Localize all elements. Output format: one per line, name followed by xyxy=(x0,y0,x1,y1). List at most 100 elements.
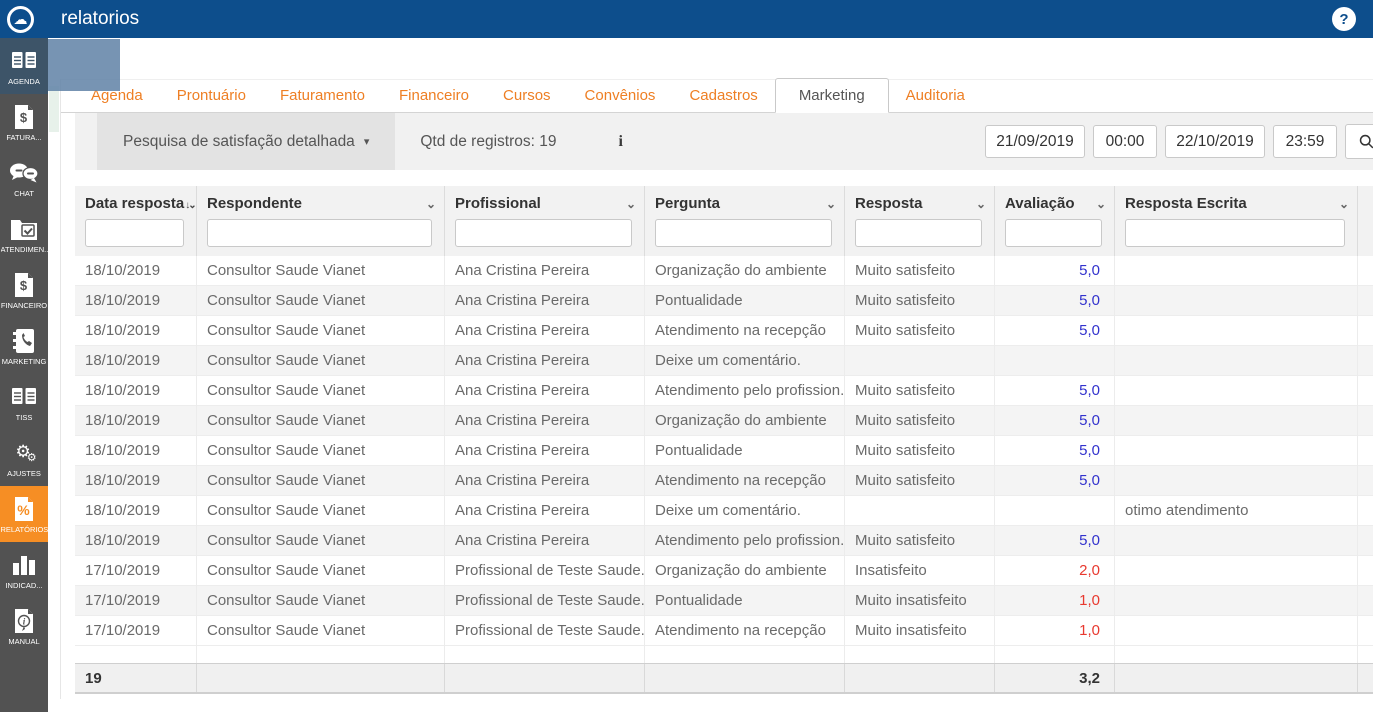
table-row[interactable]: 18/10/2019 Consultor Saude Vianet Ana Cris… xyxy=(75,376,1373,406)
cell-respondente: Consultor Saude Vianet xyxy=(197,466,445,496)
date-from-input[interactable] xyxy=(985,125,1085,158)
tab-cursos[interactable]: Cursos xyxy=(503,86,551,104)
cell-resposta-escrita xyxy=(1115,346,1358,376)
column-header-pergunta[interactable]: Pergunta ⌄ xyxy=(645,186,845,215)
sort-descending-icon[interactable]: ↓⌄ xyxy=(185,200,196,211)
cell-respondente: Consultor Saude Vianet xyxy=(197,556,445,586)
cell-avaliacao: 5,0 xyxy=(995,286,1115,316)
table-row[interactable]: 18/10/2019 Consultor Saude Vianet Ana Cris… xyxy=(75,526,1373,556)
tab-cadastros[interactable]: Cadastros xyxy=(689,86,758,104)
sidebar-item-label: ATENDIMEN... xyxy=(0,244,48,254)
sidebar-item-financeiro[interactable]: $ FINANCEIRO xyxy=(0,262,48,318)
table-row[interactable]: 17/10/2019 Consultor Saude Vianet Profissi… xyxy=(75,586,1373,616)
cell-resposta: Muito satisfeito xyxy=(845,436,995,466)
tiss-pages-icon xyxy=(11,383,37,411)
column-menu-chevron-icon[interactable]: ⌄ xyxy=(1095,196,1106,211)
sidebar-item-label: AGENDA xyxy=(8,76,40,86)
time-from-input[interactable] xyxy=(1093,125,1157,158)
sidebar-item-agenda[interactable]: AGENDA xyxy=(0,38,48,94)
filter-input-resposta[interactable] xyxy=(855,219,982,247)
cell-avaliacao: 1,0 xyxy=(995,616,1115,646)
cell-profissional: Ana Cristina Pereira xyxy=(445,466,645,496)
report-selector-dropdown[interactable]: Pesquisa de satisfação detalhada ▾ xyxy=(97,113,396,170)
tab-faturamento[interactable]: Faturamento xyxy=(279,86,365,104)
table-empty-row xyxy=(75,646,1373,663)
sidebar-item-relat-rios[interactable]: % RELATÓRIOS xyxy=(0,486,48,542)
info-icon[interactable]: i xyxy=(618,132,623,150)
search-button[interactable] xyxy=(1345,124,1373,159)
folder-check-icon xyxy=(10,215,38,243)
cell-data-resposta: 17/10/2019 xyxy=(75,556,197,586)
cell-avaliacao xyxy=(995,496,1115,526)
filter-input-avalia-o[interactable] xyxy=(1005,219,1102,247)
help-icon[interactable]: ? xyxy=(1332,7,1356,31)
sidebar-item-tiss[interactable]: TISS xyxy=(0,374,48,430)
sidebar-item-label: AJUSTES xyxy=(7,468,41,478)
table-row[interactable]: 18/10/2019 Consultor Saude Vianet Ana Cris… xyxy=(75,316,1373,346)
cell-respondente: Consultor Saude Vianet xyxy=(197,406,445,436)
cell-data-resposta: 18/10/2019 xyxy=(75,256,197,286)
sidebar-item-atendimen[interactable]: ATENDIMEN... xyxy=(0,206,48,262)
cell-profissional: Ana Cristina Pereira xyxy=(445,286,645,316)
date-filters xyxy=(985,124,1373,159)
cell-pergunta: Atendimento pelo profission... xyxy=(645,376,845,406)
filter-input-profissional[interactable] xyxy=(455,219,632,247)
content-top-border xyxy=(60,79,1373,80)
cell-data-resposta: 18/10/2019 xyxy=(75,466,197,496)
sidebar-item-indicad[interactable]: INDICAD... xyxy=(0,542,48,598)
tab-auditoria[interactable]: Auditoria xyxy=(905,86,965,104)
cell-respondente: Consultor Saude Vianet xyxy=(197,346,445,376)
sidebar-item-manual[interactable]: i MANUAL xyxy=(0,598,48,654)
cell-profissional: Ana Cristina Pereira xyxy=(445,346,645,376)
cell-pergunta: Atendimento na recepção xyxy=(645,466,845,496)
sidebar-item-label: RELATÓRIOS xyxy=(0,524,48,534)
tab-prontu-rio[interactable]: Prontuário xyxy=(176,86,246,104)
column-header-profissional[interactable]: Profissional ⌄ xyxy=(445,186,645,215)
report-percent-icon: % xyxy=(13,495,35,523)
column-header-data-resposta[interactable]: Data resposta↓⌄ xyxy=(75,186,197,215)
top-bar: ☁ relatorios ? xyxy=(0,0,1373,38)
table-row[interactable]: 18/10/2019 Consultor Saude Vianet Ana Cris… xyxy=(75,436,1373,466)
cell-respondente: Consultor Saude Vianet xyxy=(197,256,445,286)
date-to-input[interactable] xyxy=(1165,125,1265,158)
sidebar-item-chat[interactable]: CHAT xyxy=(0,150,48,206)
column-header-avalia-o[interactable]: Avaliação ⌄ xyxy=(995,186,1115,215)
cell-resposta xyxy=(845,496,995,526)
svg-text:$: $ xyxy=(20,110,28,125)
column-header-respondente[interactable]: Respondente ⌄ xyxy=(197,186,445,215)
table-row[interactable]: 18/10/2019 Consultor Saude Vianet Ana Cris… xyxy=(75,466,1373,496)
table-row[interactable]: 18/10/2019 Consultor Saude Vianet Ana Cris… xyxy=(75,496,1373,526)
tab-financeiro[interactable]: Financeiro xyxy=(398,86,470,104)
time-to-input[interactable] xyxy=(1273,125,1337,158)
table-row[interactable]: 17/10/2019 Consultor Saude Vianet Profissi… xyxy=(75,616,1373,646)
cell-profissional: Ana Cristina Pereira xyxy=(445,256,645,286)
table-row[interactable]: 18/10/2019 Consultor Saude Vianet Ana Cris… xyxy=(75,406,1373,436)
tab-conv-nios[interactable]: Convênios xyxy=(584,86,656,104)
filter-input-respondente[interactable] xyxy=(207,219,432,247)
column-header-resposta[interactable]: Resposta ⌄ xyxy=(845,186,995,215)
table-row[interactable]: 18/10/2019 Consultor Saude Vianet Ana Cris… xyxy=(75,256,1373,286)
cell-resposta-escrita xyxy=(1115,526,1358,556)
filter-input-pergunta[interactable] xyxy=(655,219,832,247)
sidebar-item-fatura[interactable]: $ FATURA... xyxy=(0,94,48,150)
column-menu-chevron-icon[interactable]: ⌄ xyxy=(975,196,986,211)
svg-text:$: $ xyxy=(20,278,28,293)
table-row[interactable]: 18/10/2019 Consultor Saude Vianet Ana Cris… xyxy=(75,286,1373,316)
tab-marketing[interactable]: Marketing xyxy=(774,78,889,113)
cell-data-resposta: 18/10/2019 xyxy=(75,496,197,526)
sidebar-item-marketing[interactable]: MARKETING xyxy=(0,318,48,374)
column-menu-chevron-icon[interactable]: ⌄ xyxy=(1338,196,1349,211)
table-filter-row xyxy=(75,215,1373,256)
cell-pergunta: Atendimento na recepção xyxy=(645,616,845,646)
filter-input-data-resposta[interactable] xyxy=(85,219,184,247)
column-menu-chevron-icon[interactable]: ⌄ xyxy=(825,196,836,211)
column-header-resposta-escrita[interactable]: Resposta Escrita ⌄ xyxy=(1115,186,1358,215)
filter-input-resposta-escrita[interactable] xyxy=(1125,219,1345,247)
column-menu-chevron-icon[interactable]: ⌄ xyxy=(425,196,436,211)
table-row[interactable]: 18/10/2019 Consultor Saude Vianet Ana Cris… xyxy=(75,346,1373,376)
table-header-row: Data resposta↓⌄ Respondente ⌄ Profissional ⌄… xyxy=(75,186,1373,215)
column-label: Profissional xyxy=(455,195,541,212)
column-menu-chevron-icon[interactable]: ⌄ xyxy=(625,196,636,211)
table-row[interactable]: 17/10/2019 Consultor Saude Vianet Profissi… xyxy=(75,556,1373,586)
sidebar-item-ajustes[interactable]: ⚙⚙ AJUSTES xyxy=(0,430,48,486)
